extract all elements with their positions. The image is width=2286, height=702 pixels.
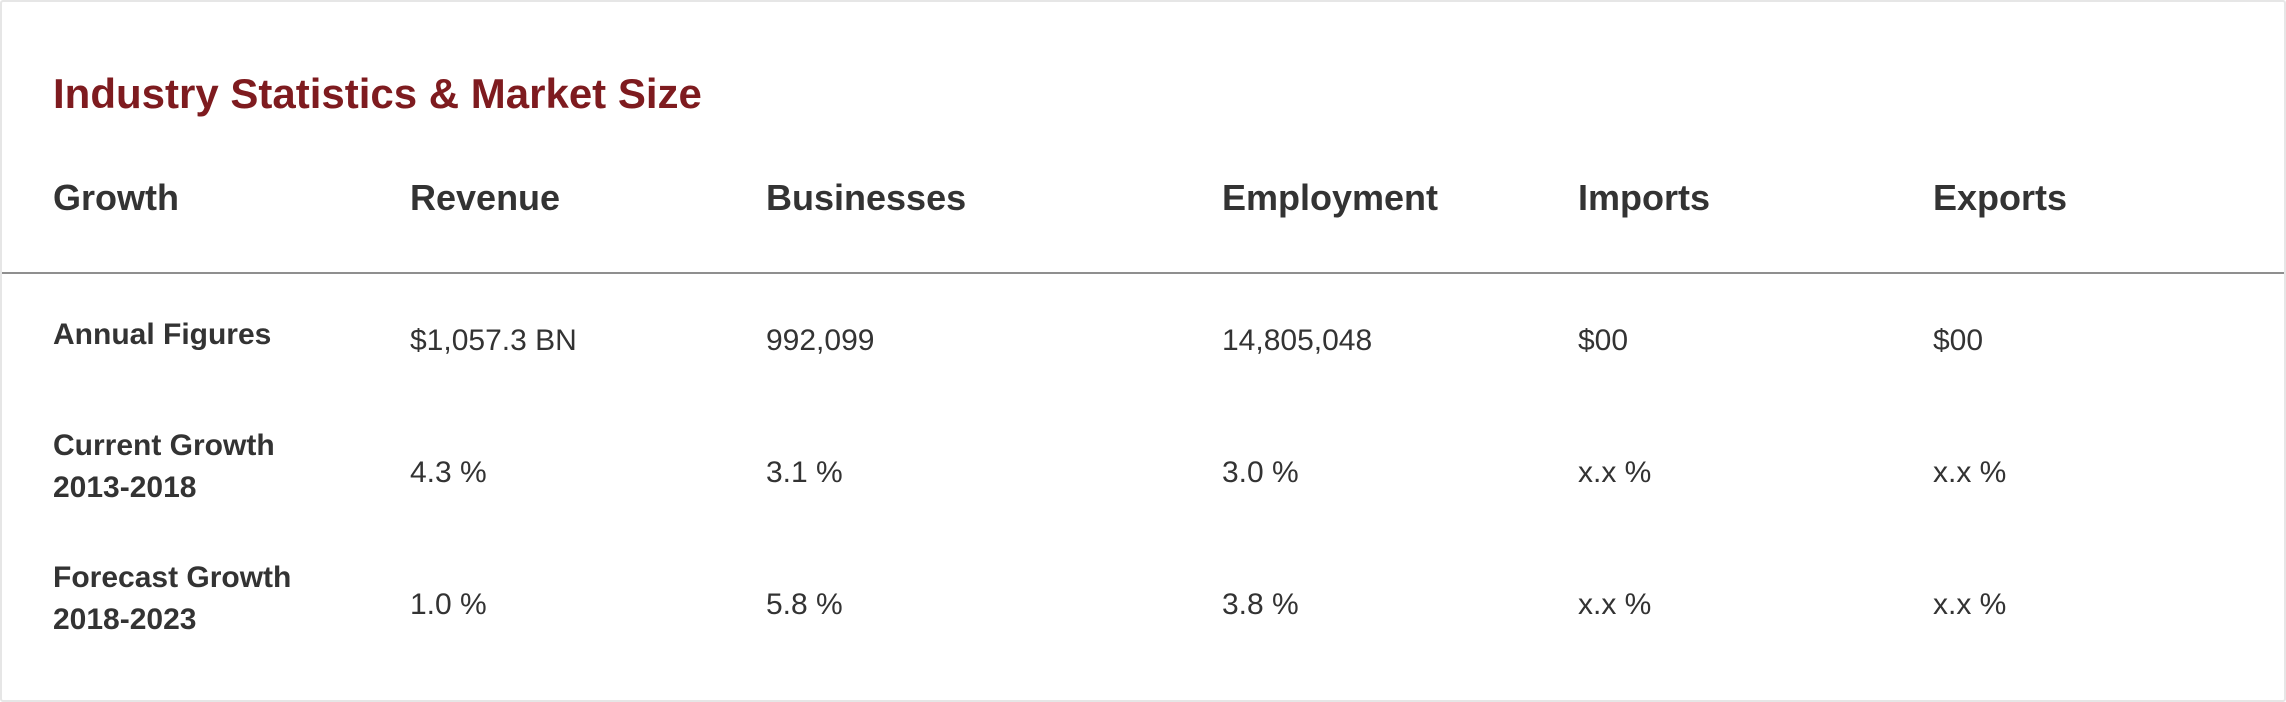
column-header-businesses: Businesses xyxy=(766,177,967,218)
column-header-revenue: Revenue xyxy=(410,177,561,218)
cell-forecast-businesses: 5.8 % xyxy=(766,588,843,621)
cell-forecast-revenue: 1.0 % xyxy=(410,588,487,621)
column-header-imports: Imports xyxy=(1578,177,1711,218)
cell-annual-revenue: $1,057.3 BN xyxy=(410,324,577,357)
cell-annual-imports: $00 xyxy=(1578,324,1629,357)
cell-forecast-employment: 3.8 % xyxy=(1222,588,1299,621)
cell-annual-businesses: 992,099 xyxy=(766,324,875,357)
cell-current-employment: 3.0 % xyxy=(1222,456,1299,489)
row-label-current-growth: Current Growth xyxy=(53,429,275,462)
row-label-annual-figures: Annual Figures xyxy=(53,318,272,351)
cell-current-businesses: 3.1 % xyxy=(766,456,843,489)
row-label-forecast-growth-period: 2018-2023 xyxy=(53,603,197,636)
column-header-exports: Exports xyxy=(1933,177,2068,218)
cell-forecast-exports: x.x % xyxy=(1933,588,2007,621)
row-label-current-growth-period: 2013-2018 xyxy=(53,471,197,504)
row-label-forecast-growth: Forecast Growth xyxy=(53,561,292,594)
cell-annual-exports: $00 xyxy=(1933,324,1984,357)
cell-current-revenue: 4.3 % xyxy=(410,456,487,489)
cell-current-exports: x.x % xyxy=(1933,456,2007,489)
cell-annual-employment: 14,805,048 xyxy=(1222,324,1373,357)
column-header-employment: Employment xyxy=(1222,177,1439,218)
cell-forecast-imports: x.x % xyxy=(1578,588,1652,621)
column-header-growth: Growth xyxy=(53,177,179,218)
header-divider xyxy=(2,272,2284,274)
section-title: Industry Statistics & Market Size xyxy=(53,70,702,117)
cell-current-imports: x.x % xyxy=(1578,456,1652,489)
